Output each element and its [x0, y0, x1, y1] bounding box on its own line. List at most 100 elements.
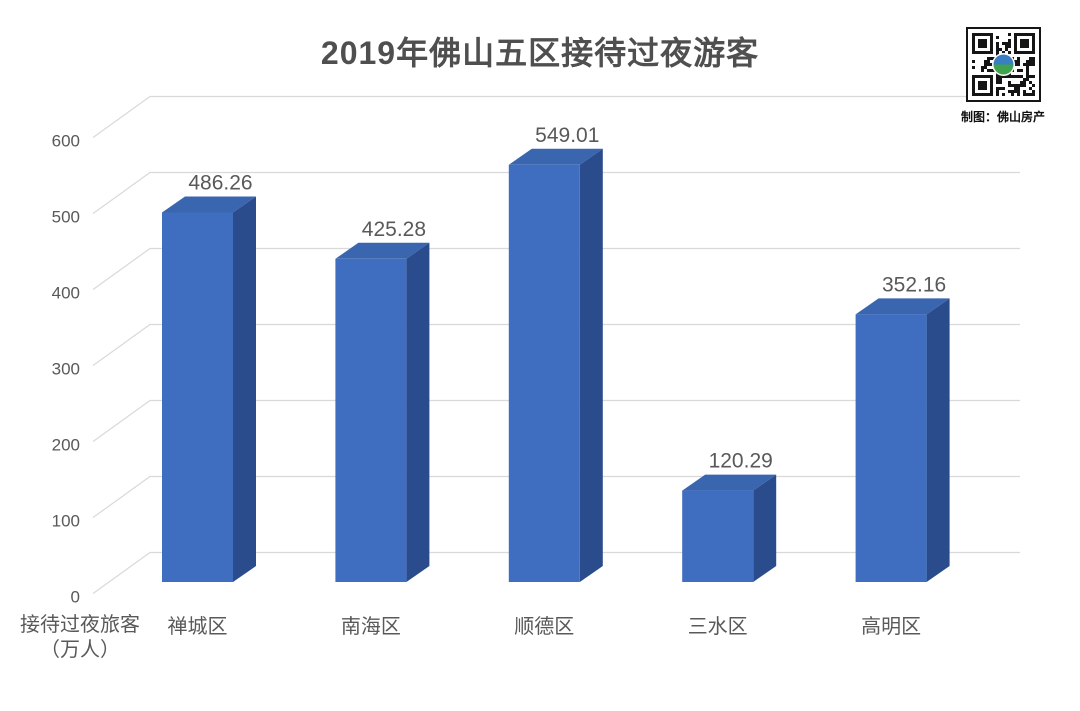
- bar-front-face: [682, 490, 754, 582]
- bar-value-label: 486.26: [188, 171, 252, 194]
- qr-module: [995, 75, 999, 78]
- qr-module: [1001, 42, 1005, 45]
- bar-front-face: [335, 258, 407, 582]
- qr-module: [995, 48, 999, 51]
- qr-module: [1013, 87, 1017, 90]
- qr-finder: [977, 39, 987, 48]
- qr-module: [1013, 84, 1017, 87]
- qr-code: [965, 27, 1041, 102]
- qr-module: [1031, 63, 1035, 66]
- qr-module: [1013, 75, 1017, 78]
- qr-caption: 制图：佛山房产: [961, 110, 1046, 124]
- qr-module: [1016, 57, 1020, 60]
- qr-module: [1025, 75, 1029, 78]
- qr-module: [1019, 81, 1023, 84]
- qr-module: [1019, 84, 1023, 87]
- bar-front-face: [855, 314, 927, 582]
- qr-module: [1016, 87, 1020, 90]
- qr-module: [980, 66, 984, 69]
- qr-module: [1022, 63, 1026, 66]
- gridline: [92, 323, 1020, 366]
- qr-module: [1007, 90, 1011, 93]
- qr-module: [989, 69, 993, 72]
- qr-module: [1004, 48, 1008, 51]
- qr-module: [1031, 60, 1035, 63]
- qr-module: [1028, 87, 1032, 90]
- bar-side-face: [233, 196, 256, 583]
- bar-side-face: [579, 148, 603, 583]
- qr-module: [1025, 63, 1029, 66]
- qr-module: [1007, 42, 1011, 45]
- qr-module: [995, 87, 999, 90]
- qr-module: [1028, 57, 1032, 60]
- qr-module: [983, 63, 987, 66]
- category-label: 三水区: [688, 615, 748, 638]
- qr-finder: [977, 81, 987, 90]
- qr-module: [1022, 93, 1026, 96]
- qr-module: [1025, 60, 1029, 63]
- qr-module: [1007, 39, 1011, 42]
- qr-module: [1019, 69, 1023, 72]
- qr-module: [1013, 60, 1017, 63]
- y-axis-title-line1: 接待过夜旅客: [20, 614, 140, 636]
- qr-module: [1025, 72, 1029, 75]
- category-label: 高明区: [861, 615, 921, 638]
- bar-value-label: 549.01: [535, 124, 599, 147]
- qr-module: [1010, 93, 1014, 96]
- bar-top-face: [855, 298, 950, 315]
- qr-module: [1016, 93, 1020, 96]
- gridline: [92, 247, 1020, 290]
- qr-finder: [1019, 39, 1029, 48]
- qr-module: [1022, 78, 1026, 81]
- y-tick-label: 200: [52, 436, 80, 455]
- qr-module: [1007, 51, 1011, 54]
- qr-module: [1001, 93, 1005, 96]
- qr-module: [1025, 93, 1029, 96]
- gridline: [92, 171, 1020, 214]
- qr-module: [1028, 63, 1032, 66]
- qr-module: [995, 51, 999, 54]
- qr-module: [1013, 90, 1017, 93]
- qr-module: [989, 63, 993, 66]
- qr-module: [1016, 63, 1020, 66]
- bar-front-face: [508, 164, 580, 583]
- qr-module: [1010, 84, 1014, 87]
- qr-module: [980, 69, 984, 72]
- qr-module: [1028, 93, 1032, 96]
- qr-module: [995, 93, 999, 96]
- qr-module: [1031, 75, 1035, 78]
- qr-module: [1022, 81, 1026, 84]
- bar-top-face: [335, 242, 430, 259]
- qr-module: [998, 48, 1002, 51]
- qr-module: [998, 78, 1002, 81]
- qr-module: [1001, 75, 1005, 78]
- bar-side-face: [406, 242, 430, 582]
- category-label: 南海区: [341, 615, 401, 638]
- qr-module: [986, 57, 990, 60]
- qr-module: [1007, 33, 1011, 36]
- qr-module: [1031, 84, 1035, 87]
- qr-module: [998, 87, 1002, 90]
- y-tick-label: 600: [52, 132, 80, 151]
- bar-value-label: 352.16: [882, 273, 946, 296]
- qr-module: [1016, 90, 1020, 93]
- qr-module: [1016, 60, 1020, 63]
- bar-side-face: [753, 474, 777, 582]
- qr-module: [983, 66, 987, 69]
- qr-module: [1028, 75, 1032, 78]
- qr-module: [986, 63, 990, 66]
- qr-module: [1001, 87, 1005, 90]
- y-tick-label: 500: [52, 208, 80, 227]
- qr-module: [1016, 84, 1020, 87]
- chart-title: 2019年佛山五区接待过夜游客: [320, 35, 760, 71]
- qr-module: [1019, 75, 1023, 78]
- qr-module: [1031, 93, 1035, 96]
- qr-module: [1022, 90, 1026, 93]
- bar-top-face: [162, 196, 256, 213]
- qr-module: [1028, 81, 1032, 84]
- bar-side-face: [926, 298, 950, 582]
- qr-module: [986, 69, 990, 72]
- y-tick-label: 400: [52, 284, 80, 303]
